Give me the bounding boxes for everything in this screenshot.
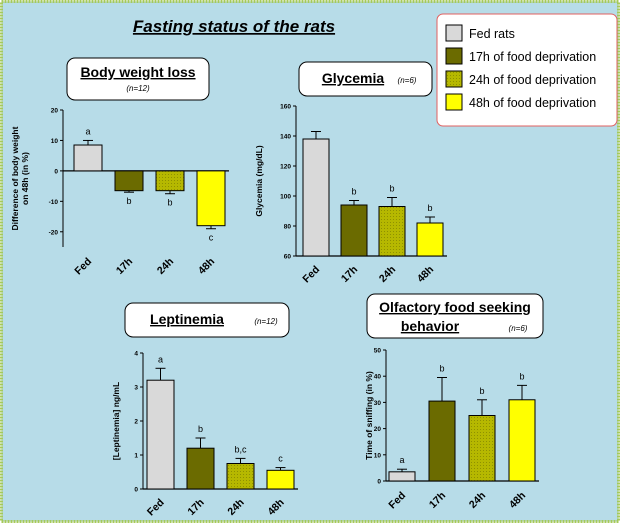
bar-fed [73, 144, 103, 172]
legend-label-17h: 17h of food deprivation [469, 50, 596, 64]
y-tick-label: 60 [284, 254, 292, 261]
significance-letter: b [519, 371, 524, 381]
bar-fed [146, 379, 175, 490]
significance-letter: c [209, 233, 214, 243]
chart-title-body-weight: Body weight loss (n=12) [66, 57, 210, 101]
significance-letter: a [399, 455, 404, 465]
bar-24h [155, 170, 185, 192]
y-tick-label: 3 [134, 385, 138, 392]
y-tick-label: 140 [280, 134, 291, 141]
chart-title-olfactory: Olfactory food seeking behavior (n=6) [366, 293, 544, 339]
y-tick-label: 20 [51, 108, 59, 115]
y-tick-label: 50 [374, 348, 382, 355]
chart-subtitle: (n=12) [254, 317, 278, 326]
legend: Fed rats 17h of food deprivation 24h of … [436, 13, 618, 127]
chart-title: Body weight loss [80, 64, 195, 80]
chart-title: Olfactory food seeking behavior [379, 299, 531, 334]
y-axis-label: Time of sniffing (in %) [364, 371, 374, 460]
chart-body-weight: -20 -10 0 10 20 Difference of body weighton 4… [10, 108, 229, 277]
y-tick-label: 160 [280, 104, 291, 111]
significance-letter: c [278, 454, 283, 464]
bar-48h [196, 170, 226, 227]
significance-letter: b [126, 196, 131, 206]
y-axis-label: Glycemia (mg/dL) [254, 145, 264, 216]
bar-17h [428, 400, 456, 482]
y-tick-label: -20 [49, 229, 59, 236]
significance-letter: b [351, 187, 356, 197]
y-tick-label: 30 [374, 400, 382, 407]
legend-swatch-48h [445, 93, 463, 111]
bar-24h [378, 206, 406, 257]
y-tick-label: 80 [284, 224, 292, 231]
chart-title: Leptinemia [150, 311, 224, 327]
chart-subtitle: (n=6) [509, 324, 528, 333]
legend-label-48h: 48h of food deprivation [469, 96, 596, 110]
legend-swatch-fed [445, 24, 463, 42]
y-tick-label: 10 [51, 138, 59, 145]
chart-title-glycemia: Glycemia (n=6) [298, 61, 433, 97]
y-tick-label: 1 [134, 453, 138, 460]
significance-letter: b [389, 184, 394, 194]
y-axis-label: [Leptinemia] ng/mL [111, 382, 121, 460]
y-tick-label: 4 [134, 351, 138, 358]
y-tick-label: 0 [134, 487, 138, 494]
significance-letter: b [479, 386, 484, 396]
bar-48h [266, 469, 295, 490]
y-tick-label: 100 [280, 194, 291, 201]
chart-subtitle: (n=6) [398, 76, 417, 85]
bar-24h [226, 463, 255, 490]
y-tick-label: -10 [49, 199, 59, 206]
significance-letter: a [85, 126, 90, 136]
legend-label-fed: Fed rats [469, 27, 515, 41]
bar-24h [468, 415, 496, 482]
legend-swatch-24h [445, 70, 463, 88]
figure-title: Fasting status of the rats [133, 17, 335, 36]
y-tick-label: 2 [134, 419, 138, 426]
bar-fed [302, 138, 330, 257]
y-tick-label: 0 [54, 168, 58, 175]
significance-letter: a [158, 354, 163, 364]
chart-title-leptinemia: Leptinemia (n=12) [124, 302, 290, 338]
significance-letter: b [198, 424, 203, 434]
y-tick-label: 20 [374, 426, 382, 433]
significance-letter: b [427, 203, 432, 213]
bar-fed [388, 471, 416, 482]
legend-box [436, 13, 618, 127]
bar-48h [416, 222, 444, 257]
legend-swatch-17h [445, 47, 463, 65]
legend-label-24h: 24h of food deprivation [469, 73, 596, 87]
significance-letter: b,c [234, 444, 247, 454]
significance-letter: b [167, 198, 172, 208]
chart-title: Glycemia [322, 70, 384, 86]
y-tick-label: 120 [280, 164, 291, 171]
bar-48h [508, 399, 536, 482]
y-axis-label: Difference of body weighton 48h (in %) [10, 126, 30, 230]
y-tick-label: 40 [374, 374, 382, 381]
significance-letter: b [439, 364, 444, 374]
y-tick-label: 10 [374, 452, 382, 459]
y-tick-label: 0 [377, 479, 381, 486]
chart-subtitle: (n=12) [126, 84, 150, 93]
bar-17h [340, 204, 368, 257]
bar-17h [186, 447, 215, 490]
bar-17h [114, 170, 144, 192]
